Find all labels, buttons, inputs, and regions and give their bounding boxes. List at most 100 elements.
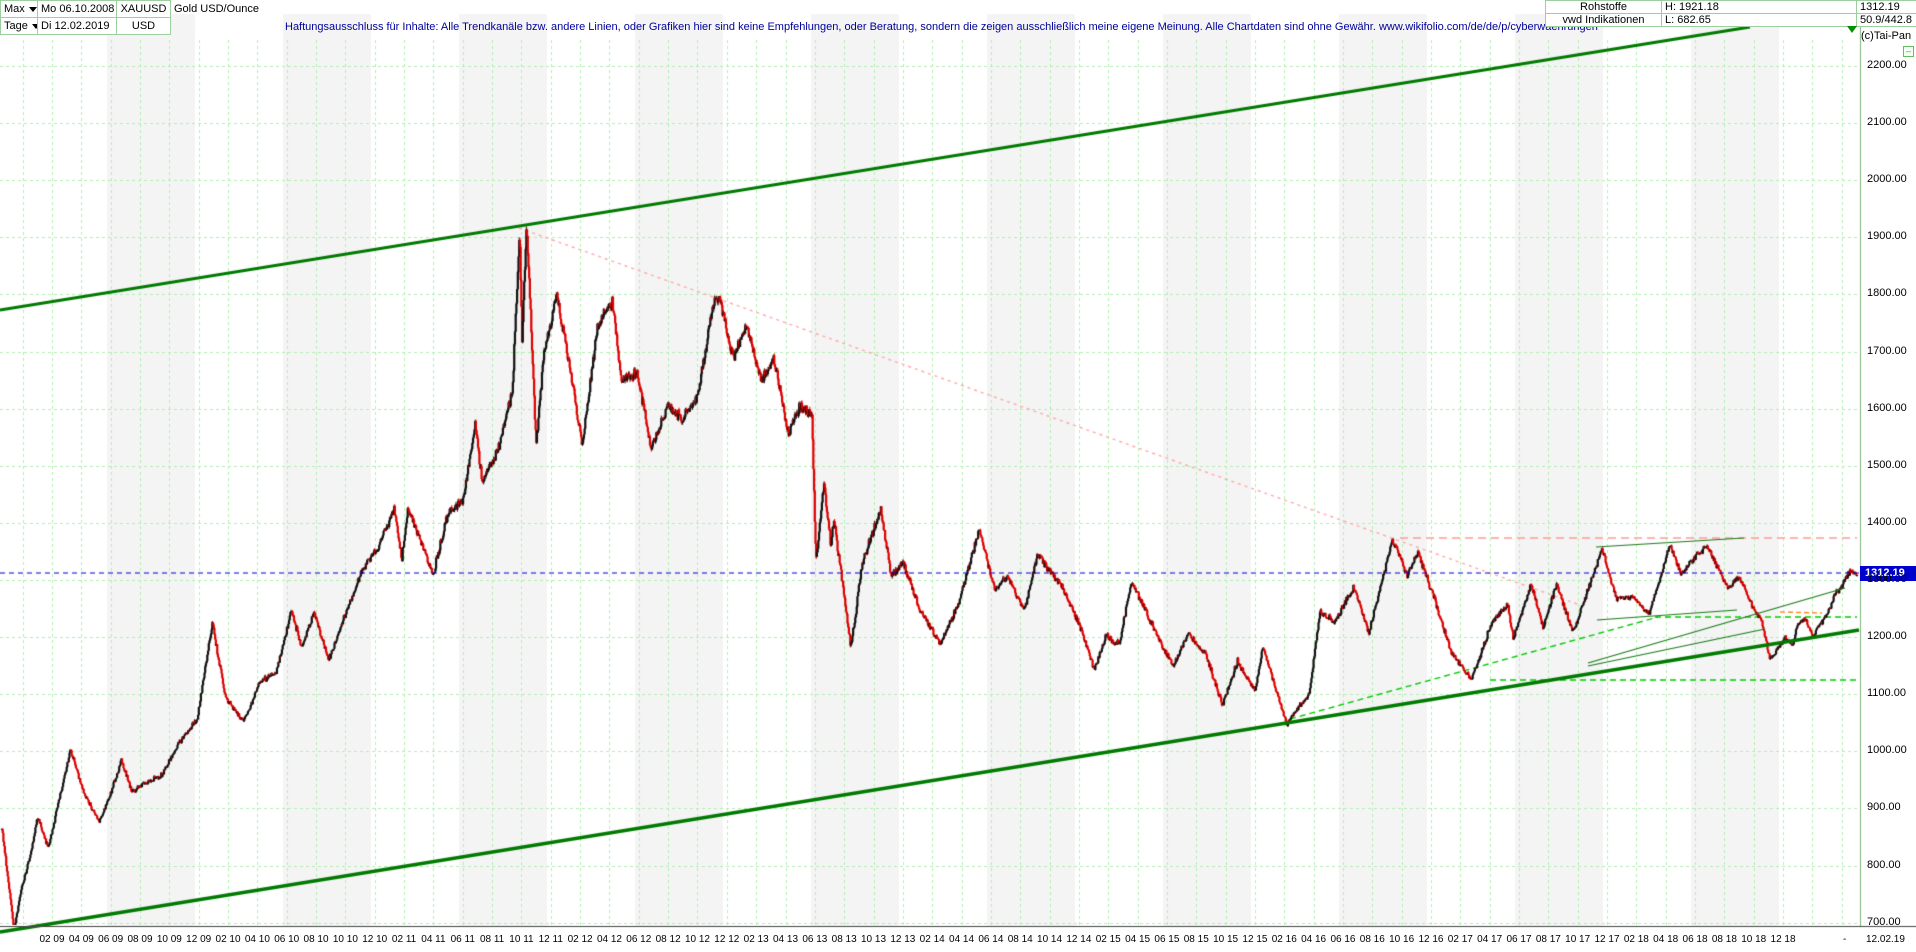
x-axis-label: 10 09 (156, 934, 182, 945)
x-axis-label: 10 11 (509, 934, 534, 945)
x-axis-label: 12 10 (362, 934, 388, 945)
x-axis-label: 10 16 (1389, 934, 1415, 945)
x-axis-label: 12 14 (1066, 934, 1092, 945)
timeframe-dropdown[interactable]: Tage (0, 17, 38, 35)
y-axis-label: 2100.00 (1867, 116, 1907, 129)
low-label: L: 682.65 (1661, 13, 1857, 27)
symbol-value: XAUUSD (120, 3, 167, 15)
x-axis-label: 04 18 (1653, 934, 1679, 945)
x-axis-label: 04 17 (1477, 934, 1503, 945)
start-date-value: Mo 06.10.2008 (41, 3, 115, 15)
x-axis-label: 06 12 (626, 934, 652, 945)
disclaimer-text: Haftungsausschluss für Inhalte: Alle Tre… (285, 21, 1598, 33)
copyright-label: (c)Tai-Pan (1861, 30, 1912, 42)
x-axis-label: 04 15 (1125, 934, 1151, 945)
x-axis-label: 12 16 (1418, 934, 1444, 945)
x-axis-label: 06 18 (1682, 934, 1708, 945)
x-axis-label: 08 11 (479, 934, 505, 945)
x-axis-label: 06 17 (1506, 934, 1532, 945)
x-axis-label: 12 09 (186, 934, 212, 945)
x-axis-label: 10 15 (1213, 934, 1239, 945)
period-dropdown[interactable]: Max (0, 0, 38, 18)
y-axis-label: 1300.00 (1867, 572, 1907, 585)
x-axis-label: 10 13 (861, 934, 887, 945)
x-axis-label: 10 18 (1741, 934, 1767, 945)
x-axis-label: 02 11 (391, 934, 417, 945)
x-axis-label: 08 18 (1711, 934, 1737, 945)
x-axis-label: 10 14 (1037, 934, 1063, 945)
x-axis-label: 04 12 (596, 934, 622, 945)
currency-field: USD (116, 17, 171, 35)
x-axis-label: 06 09 (98, 934, 124, 945)
high-label: H: 1921.18 (1661, 0, 1857, 14)
x-axis-label: 06 11 (450, 934, 475, 945)
x-axis-label: 04 09 (68, 934, 94, 945)
symbol-field[interactable]: XAUUSD (116, 0, 171, 18)
chevron-down-icon (28, 6, 37, 12)
x-axis-label: 08 17 (1535, 934, 1561, 945)
x-axis-label: 12 13 (890, 934, 916, 945)
x-axis-label: 08 12 (655, 934, 681, 945)
triangle-down-marker-icon (1847, 26, 1857, 33)
x-axis-label: 08 15 (1183, 934, 1209, 945)
x-axis-label: 08 16 (1359, 934, 1385, 945)
x-axis-label: 06 15 (1154, 934, 1180, 945)
group-label: Rohstoffe (1545, 0, 1662, 14)
x-axis-label: 02 13 (743, 934, 769, 945)
timeframe-dropdown-label: Tage (4, 20, 28, 32)
currency-value: USD (131, 20, 156, 32)
x-axis-label: 04 13 (772, 934, 799, 945)
x-axis-label: 06 16 (1330, 934, 1356, 945)
x-axis-label: 12 15 (1242, 934, 1268, 945)
period-dropdown-label: Max (4, 3, 25, 15)
x-axis-label: 08 14 (1007, 934, 1033, 945)
x-axis-label: 12 12 (714, 934, 740, 945)
x-axis-label: 12 17 (1594, 934, 1620, 945)
end-date-field[interactable]: Di 12.02.2019 (37, 17, 117, 35)
x-axis-label: 02 10 (215, 934, 241, 945)
y-axis-label: 1200.00 (1867, 630, 1907, 643)
x-axis-label: 08 10 (303, 934, 329, 945)
instrument-title: Gold USD/Ounce (174, 3, 259, 15)
y-axis-label: 1600.00 (1867, 401, 1907, 414)
y-axis-label: 2200.00 (1867, 59, 1907, 71)
source-label: vwd Indikationen (1545, 13, 1662, 27)
y-axis-label: 2000.00 (1867, 173, 1907, 186)
x-axis-label: 02 15 (1095, 934, 1121, 945)
x-axis-label: 08 09 (127, 934, 153, 945)
x-axis-label: 02 14 (919, 934, 945, 945)
x-axis-label: 02 12 (567, 934, 593, 945)
x-axis-label: 12 18 (1770, 934, 1796, 945)
x-axis-label: 10 17 (1565, 934, 1591, 945)
x-axis-label: 06 10 (274, 934, 300, 945)
axis-end-date: 12.02.19 (1866, 934, 1905, 945)
y-axis-label: 1400.00 (1867, 515, 1907, 528)
x-axis-label: 02 16 (1271, 934, 1297, 945)
last-price-badge: 1312.19 (1860, 566, 1916, 581)
x-axis-label: 02 09 (39, 934, 65, 945)
last-value-label: 1312.19 (1856, 0, 1916, 14)
y-axis-label: 800.00 (1867, 858, 1901, 871)
x-axis-label: 02 17 (1447, 934, 1473, 945)
x-axis-label: 02 18 (1623, 934, 1649, 945)
x-axis-label: 10 10 (332, 934, 358, 945)
x-axis-label: 04 16 (1301, 934, 1327, 945)
y-axis-label: 1800.00 (1867, 287, 1907, 300)
axis-end-dash: - (1843, 934, 1847, 945)
x-axis-label: 10 12 (684, 934, 710, 945)
x-axis-label: 08 13 (831, 934, 857, 945)
y-axis-label: 1500.00 (1867, 458, 1907, 471)
x-axis-label: 04 10 (244, 934, 270, 945)
x-axis-label: 04 11 (421, 934, 446, 945)
start-date-field[interactable]: Mo 06.10.2008 (37, 0, 117, 18)
x-axis-label: 12 11 (538, 934, 563, 945)
collapse-box-icon[interactable]: – (1903, 46, 1914, 57)
x-axis-label: 06 13 (802, 934, 828, 945)
y-axis-label: 900.00 (1867, 801, 1901, 814)
x-axis-label: 06 14 (978, 934, 1004, 945)
y-axis-label: 700.00 (1867, 915, 1901, 928)
y-axis-label: 1000.00 (1867, 744, 1907, 757)
stats-value-label: 50.9/442.8 (1856, 13, 1916, 27)
